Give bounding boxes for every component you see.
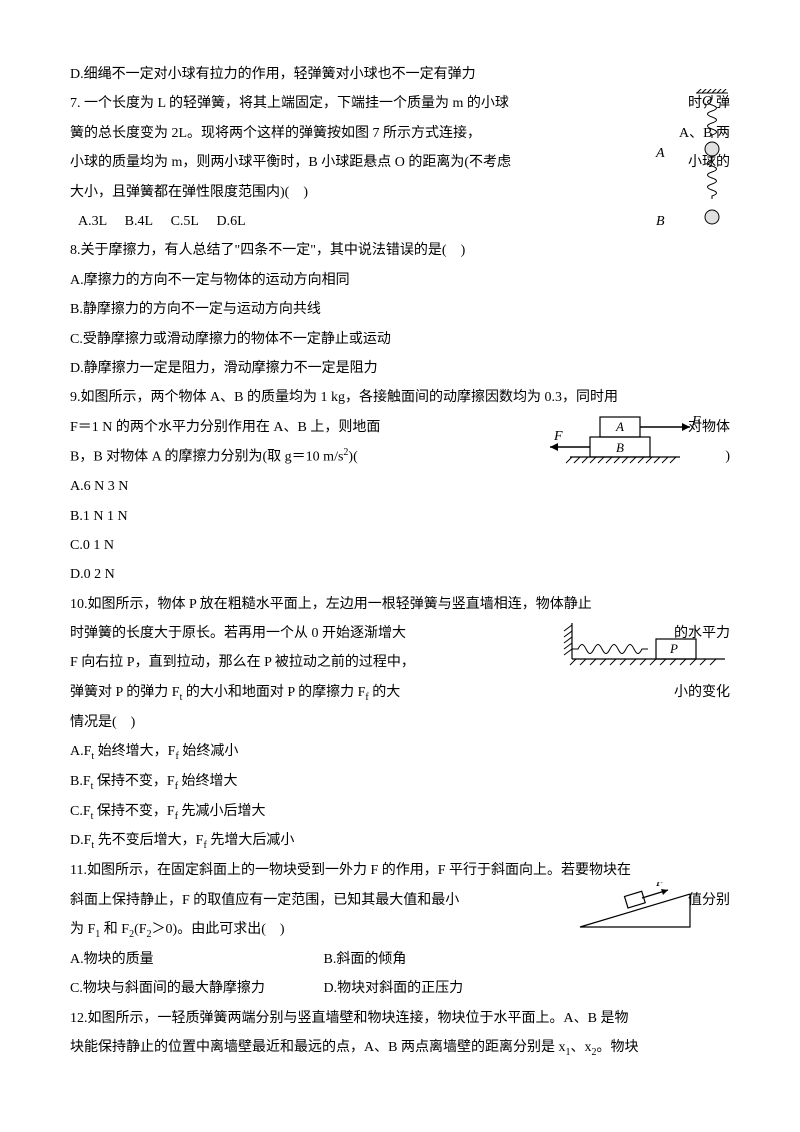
q10-option-a: A.Ft 始终增大，Ff 始终减小: [70, 737, 730, 767]
q10-stem-e: 情况是( ): [70, 708, 730, 737]
q11-options-1: A.物块的质量 B.斜面的倾角: [70, 945, 730, 974]
q10-optB-h: B.F: [70, 774, 91, 789]
q12-stem-b-m: 、x: [570, 1040, 591, 1055]
q10-option-b: B.Ft 保持不变，Ff 始终增大: [70, 767, 730, 797]
q10-optA-h: A.F: [70, 744, 91, 759]
q8-option-a: A.摩擦力的方向不一定与物体的运动方向相同: [70, 266, 730, 295]
q10-stem-d-tail: 的大: [369, 685, 401, 700]
q11-option-d: D.物块对斜面的正压力: [324, 981, 464, 996]
q10-optB-m: 保持不变，F: [93, 774, 174, 789]
q9-stem-c-head: B，B 对物体 A 的摩擦力分别为(取 g＝10 m/s: [70, 450, 343, 465]
q12-stem-a: 12.如图所示，一轻质弹簧两端分别与竖直墙壁和物块连接，物块位于水平面上。A、B…: [70, 1004, 730, 1033]
label-B: B: [656, 207, 665, 236]
figure-q10-spring-block: P: [550, 619, 730, 680]
q8-option-b: B.静摩擦力的方向不一定与运动方向共线: [70, 295, 730, 324]
q10-option-d: D.Ft 先不变后增大，Ff 先增大后减小: [70, 826, 730, 856]
q8-stem: 8.关于摩擦力，有人总结了"四条不一定"，其中说法错误的是( ): [70, 236, 730, 265]
q12-stem-b-t: 。物块: [596, 1040, 638, 1055]
svg-text:F: F: [691, 414, 701, 429]
q7-option-c: C.5L: [171, 214, 199, 229]
q7-stem-b: 簧的总长度变为 2L。现将两个这样的弹簧按如图 7 所示方式连接，: [70, 119, 481, 148]
q10-optA-m: 始终增大，F: [94, 744, 175, 759]
figure-q9-blocks: A B F F: [520, 407, 710, 478]
q7-block: O A B 7. 一个长度为 L 的轻弹簧，将其上端固定，下端挂一个质量为 m …: [70, 89, 730, 236]
q7-options: A.3L B.4L C.5L D.6L: [78, 207, 730, 236]
q6-option-d: D.细绳不一定对小球有拉力的作用，轻弹簧对小球也不一定有弹力: [70, 60, 730, 89]
q11-options-2: C.物块与斜面间的最大静摩擦力 D.物块对斜面的正压力: [70, 974, 730, 1003]
q7-stem-c: 小球的质量均为 m，则两小球平衡时，B 小球距悬点 O 的距离为(不考虑: [70, 148, 511, 177]
q8-option-c: C.受静摩擦力或滑动摩擦力的物体不一定静止或运动: [70, 325, 730, 354]
q10-optD-m: 先不变后增大，F: [94, 833, 203, 848]
q9-option-b: B.1 N 1 N: [70, 502, 730, 531]
q10-stem-b: 时弹簧的长度大于原长。若再用一个从 0 开始逐渐增大: [70, 626, 406, 641]
q9-stem-b: F＝1 N 的两个水平力分别作用在 A、B 上，则地面: [70, 420, 380, 435]
q7-stem-line1: 7. 一个长度为 L 的轻弹簧，将其上端固定，下端挂一个质量为 m 的小球 时，…: [70, 89, 730, 118]
q8-option-d: D.静摩擦力一定是阻力，滑动摩擦力不一定是阻力: [70, 354, 730, 383]
q7-stem-line4: 大小，且弹簧都在弹性限度范围内)( ): [70, 178, 730, 207]
q9-stem-c-tail: )(: [348, 450, 357, 465]
q10-optC-h: C.F: [70, 804, 91, 819]
q12-stem-b: 块能保持静止的位置中离墙壁最近和最远的点，A、B 两点离墙壁的距离分别是 x1、…: [70, 1033, 730, 1063]
q10-stem-d-end: 小的变化: [674, 678, 730, 707]
label-A: A: [656, 139, 665, 168]
q10-stem-d-line: 弹簧对 P 的弹力 Ft 的大小和地面对 P 的摩擦力 Ff 的大 小的变化: [70, 678, 730, 708]
figure-q7-labels: O A B: [658, 89, 730, 239]
svg-text:P: P: [669, 641, 678, 656]
q11-stem-c-h: 为 F: [70, 922, 95, 937]
q10-stem-d-mid: 的大小和地面对 P 的摩擦力 F: [182, 685, 365, 700]
q11-stem-c-e: ＞0)。由此可求出( ): [152, 922, 285, 937]
q7-stem-line2: 簧的总长度变为 2L。现将两个这样的弹簧按如图 7 所示方式连接， A、B 两: [70, 119, 730, 148]
svg-text:F: F: [655, 882, 665, 889]
svg-text:B: B: [616, 440, 624, 455]
q11-option-a: A.物块的质量: [70, 945, 320, 974]
q10-option-c: C.Ft 保持不变，Ff 先减小后增大: [70, 797, 730, 827]
q10-stem-d-head: 弹簧对 P 的弹力 F: [70, 685, 180, 700]
q11-stem-c-m: 和 F: [100, 922, 129, 937]
q10-optB-t: 始终增大: [178, 774, 238, 789]
q7-stem-line3: 小球的质量均为 m，则两小球平衡时，B 小球距悬点 O 的距离为(不考虑 小球的: [70, 148, 730, 177]
q11-block: F 斜面上保持静止，F 的取值应有一定范围，已知其最大值和最小 值分别 为 F1…: [70, 886, 730, 945]
q9-stem-c-end: ): [725, 442, 730, 471]
q7-option-a: A.3L: [78, 214, 107, 229]
q10-optD-t: 先增大后减小: [207, 833, 295, 848]
q10-optA-t: 始终减小: [179, 744, 239, 759]
q7-stem-a: 7. 一个长度为 L 的轻弹簧，将其上端固定，下端挂一个质量为 m 的小球: [70, 89, 509, 118]
q12-stem-b-h: 块能保持静止的位置中离墙壁最近和最远的点，A、B 两点离墙壁的距离分别是 x: [70, 1040, 565, 1055]
q10-optD-h: D.F: [70, 833, 91, 848]
q7-option-d: D.6L: [216, 214, 245, 229]
q11-stem-b: 斜面上保持静止，F 的取值应有一定范围，已知其最大值和最小: [70, 893, 459, 908]
q10-optC-m: 保持不变，F: [93, 804, 174, 819]
q9-block: A B F F F＝1 N 的两个水平力分别作用在 A、B 上，则地面 对物体 …: [70, 413, 730, 472]
q10-optC-t: 先减小后增大: [178, 804, 266, 819]
q10-block: P 时弹簧的长度大于原长。若再用一个从 0 开始逐渐增大 的水平力 F 向右拉 …: [70, 619, 730, 708]
svg-text:F: F: [553, 429, 563, 444]
svg-text:A: A: [615, 419, 624, 434]
figure-q11-incline: F: [570, 882, 700, 943]
page-root: D.细绳不一定对小球有拉力的作用，轻弹簧对小球也不一定有弹力 O: [0, 0, 800, 1132]
q11-option-c: C.物块与斜面间的最大静摩擦力: [70, 974, 320, 1003]
q9-option-d: D.0 2 N: [70, 560, 730, 589]
q11-stem-c-t: (F: [134, 922, 146, 937]
q10-stem-a: 10.如图所示，物体 P 放在粗糙水平面上，左边用一根轻弹簧与竖直墙相连，物体静…: [70, 590, 730, 619]
label-O: O: [702, 87, 712, 116]
q9-option-c: C.0 1 N: [70, 531, 730, 560]
q11-option-b: B.斜面的倾角: [324, 952, 407, 967]
q7-option-b: B.4L: [125, 214, 153, 229]
